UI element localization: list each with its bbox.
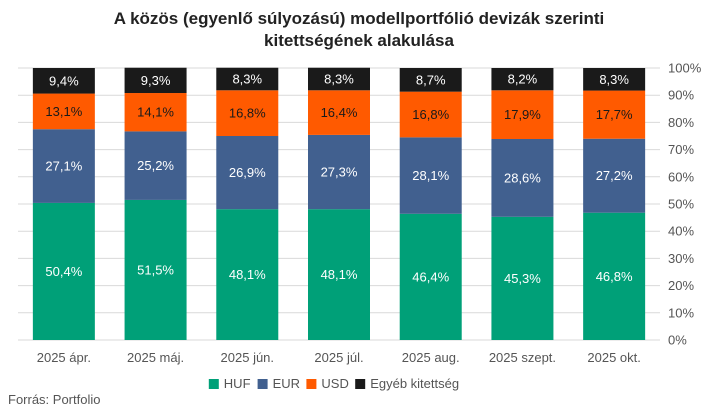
data-label: 27,1% — [45, 159, 82, 174]
legend-swatch-huf — [208, 379, 219, 389]
bar-segment-usd — [399, 91, 462, 138]
y-tick-label: 30% — [668, 251, 694, 266]
data-label: 25,2% — [137, 158, 174, 173]
bar-segment-usd — [32, 93, 95, 130]
bar-segment-eur — [32, 129, 95, 203]
bar-segment-egyéb-kitettség — [308, 67, 370, 91]
x-tick-label: 2025 szept. — [489, 350, 556, 365]
chart-title-line-1: A közös (egyenlő súlyozású) modellportfó… — [113, 9, 605, 28]
data-label: 48,1% — [229, 267, 266, 282]
bar-segment-eur — [491, 138, 554, 217]
x-tick-label: 2025 júl. — [314, 350, 363, 365]
bar-segment-egyéb-kitettség — [216, 67, 279, 91]
data-label: 8,3% — [599, 72, 629, 87]
bar-segment-usd — [124, 93, 187, 132]
y-tick-label: 70% — [668, 142, 694, 157]
bar-segment-usd — [583, 90, 646, 139]
data-label: 17,9% — [504, 107, 541, 122]
bar-segment-eur — [399, 137, 462, 214]
data-label: 28,1% — [412, 168, 449, 183]
y-tick-label: 100% — [668, 61, 702, 76]
x-tick-label: 2025 máj. — [127, 350, 184, 365]
bar-segment-egyéb-kitettség — [32, 68, 95, 94]
chart-title: A közös (egyenlő súlyozású) modellportfó… — [0, 8, 718, 52]
chart-title-line-2: kitettségének alakulása — [264, 31, 454, 50]
bar-segment-usd — [216, 90, 279, 136]
bar-segment-egyéb-kitettség — [491, 68, 554, 91]
x-tick-label: 2025 aug. — [402, 350, 460, 365]
data-label: 14,1% — [137, 105, 174, 120]
bar-segment-eur — [124, 131, 187, 200]
data-label: 26,9% — [229, 165, 266, 180]
legend-swatch-usd — [306, 379, 317, 389]
legend-swatch-egyéb-kitettség — [355, 379, 366, 389]
bar-segment-huf — [399, 213, 462, 340]
data-label: 45,3% — [504, 271, 541, 286]
data-label: 8,7% — [416, 72, 446, 87]
bar-segment-eur — [583, 138, 646, 213]
y-tick-label: 80% — [668, 115, 694, 130]
data-label: 8,3% — [232, 72, 262, 87]
legend-label: Egyéb kitettség — [370, 376, 459, 391]
data-label: 48,1% — [321, 267, 358, 282]
data-label: 51,5% — [137, 262, 174, 277]
data-label: 8,2% — [508, 72, 538, 87]
y-tick-label: 50% — [668, 197, 694, 212]
y-tick-label: 90% — [668, 88, 694, 103]
bar-segment-huf — [308, 209, 370, 340]
data-label: 17,7% — [596, 107, 633, 122]
data-label: 27,3% — [321, 165, 358, 180]
bar-segment-egyéb-kitettség — [124, 67, 187, 94]
x-tick-label: 2025 jún. — [221, 350, 275, 365]
legend-label: USD — [321, 376, 348, 391]
bar-segment-huf — [216, 209, 279, 340]
legend-swatch-eur — [257, 379, 268, 389]
data-label: 27,2% — [596, 168, 633, 183]
bar-segment-huf — [124, 199, 187, 340]
bar-segment-egyéb-kitettség — [583, 68, 646, 91]
data-label: 16,4% — [321, 105, 358, 120]
data-label: 16,8% — [229, 106, 266, 121]
bar-segment-huf — [32, 202, 95, 340]
bar-segment-huf — [491, 216, 554, 340]
legend-label: EUR — [273, 376, 300, 391]
data-label: 16,8% — [412, 107, 449, 122]
bar-segment-eur — [308, 134, 370, 210]
y-tick-label: 40% — [668, 224, 694, 239]
data-label: 46,4% — [412, 269, 449, 284]
data-label: 8,3% — [324, 72, 354, 87]
data-label: 50,4% — [45, 264, 82, 279]
bar-segment-eur — [216, 136, 279, 210]
bar-segment-egyéb-kitettség — [399, 68, 462, 92]
bar-segment-huf — [583, 212, 646, 340]
x-tick-label: 2025 okt. — [587, 350, 641, 365]
data-label: 9,3% — [141, 73, 171, 88]
y-tick-label: 10% — [668, 305, 694, 320]
y-tick-label: 60% — [668, 169, 694, 184]
y-tick-label: 20% — [668, 278, 694, 293]
data-label: 9,4% — [49, 73, 79, 88]
bar-segment-usd — [308, 90, 370, 135]
data-label: 13,1% — [45, 104, 82, 119]
data-label: 28,6% — [504, 170, 541, 185]
data-label: 46,8% — [596, 269, 633, 284]
y-tick-label: 0% — [668, 333, 687, 348]
bar-segment-usd — [491, 90, 554, 139]
legend-label: HUF — [224, 376, 251, 391]
source-note: Forrás: Portfolio — [8, 392, 101, 407]
x-tick-label: 2025 ápr. — [37, 350, 91, 365]
